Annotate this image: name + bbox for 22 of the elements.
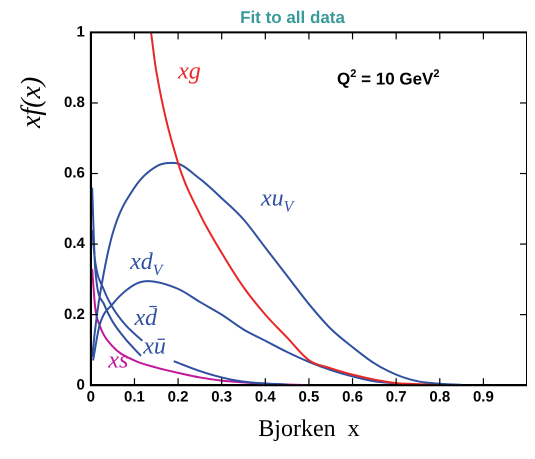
y-tick-label: 0 — [76, 376, 85, 394]
x-tick-label: 0.2 — [168, 388, 189, 406]
x-tick-label: 0.4 — [254, 388, 276, 406]
x-tick-label: 0.9 — [472, 388, 494, 406]
x-tick-label: 0.5 — [298, 388, 320, 406]
x-tick-label: 0.3 — [211, 388, 232, 406]
y-tick-label: 0.8 — [64, 94, 85, 112]
x-tick-label: 0.8 — [429, 388, 450, 406]
series-label: xū — [142, 333, 166, 360]
x-tick-label: 0.6 — [342, 388, 363, 406]
y-tick-label: 1 — [76, 24, 85, 41]
series-label: xs — [107, 348, 128, 374]
chart-title: Fit to all data — [240, 8, 346, 27]
series-label: xd̄ — [133, 305, 158, 332]
x-tick-label: 0.1 — [124, 388, 145, 406]
x-tick-label: 0.7 — [386, 388, 407, 406]
x-axis-title: Bjorken x — [258, 416, 360, 442]
series-label: xg — [177, 58, 201, 84]
y-axis-title: xf(x) — [16, 76, 47, 130]
y-tick-label: 0.6 — [64, 164, 85, 182]
y-tick-label: 0.4 — [64, 235, 86, 252]
y-tick-label: 0.2 — [64, 306, 85, 323]
